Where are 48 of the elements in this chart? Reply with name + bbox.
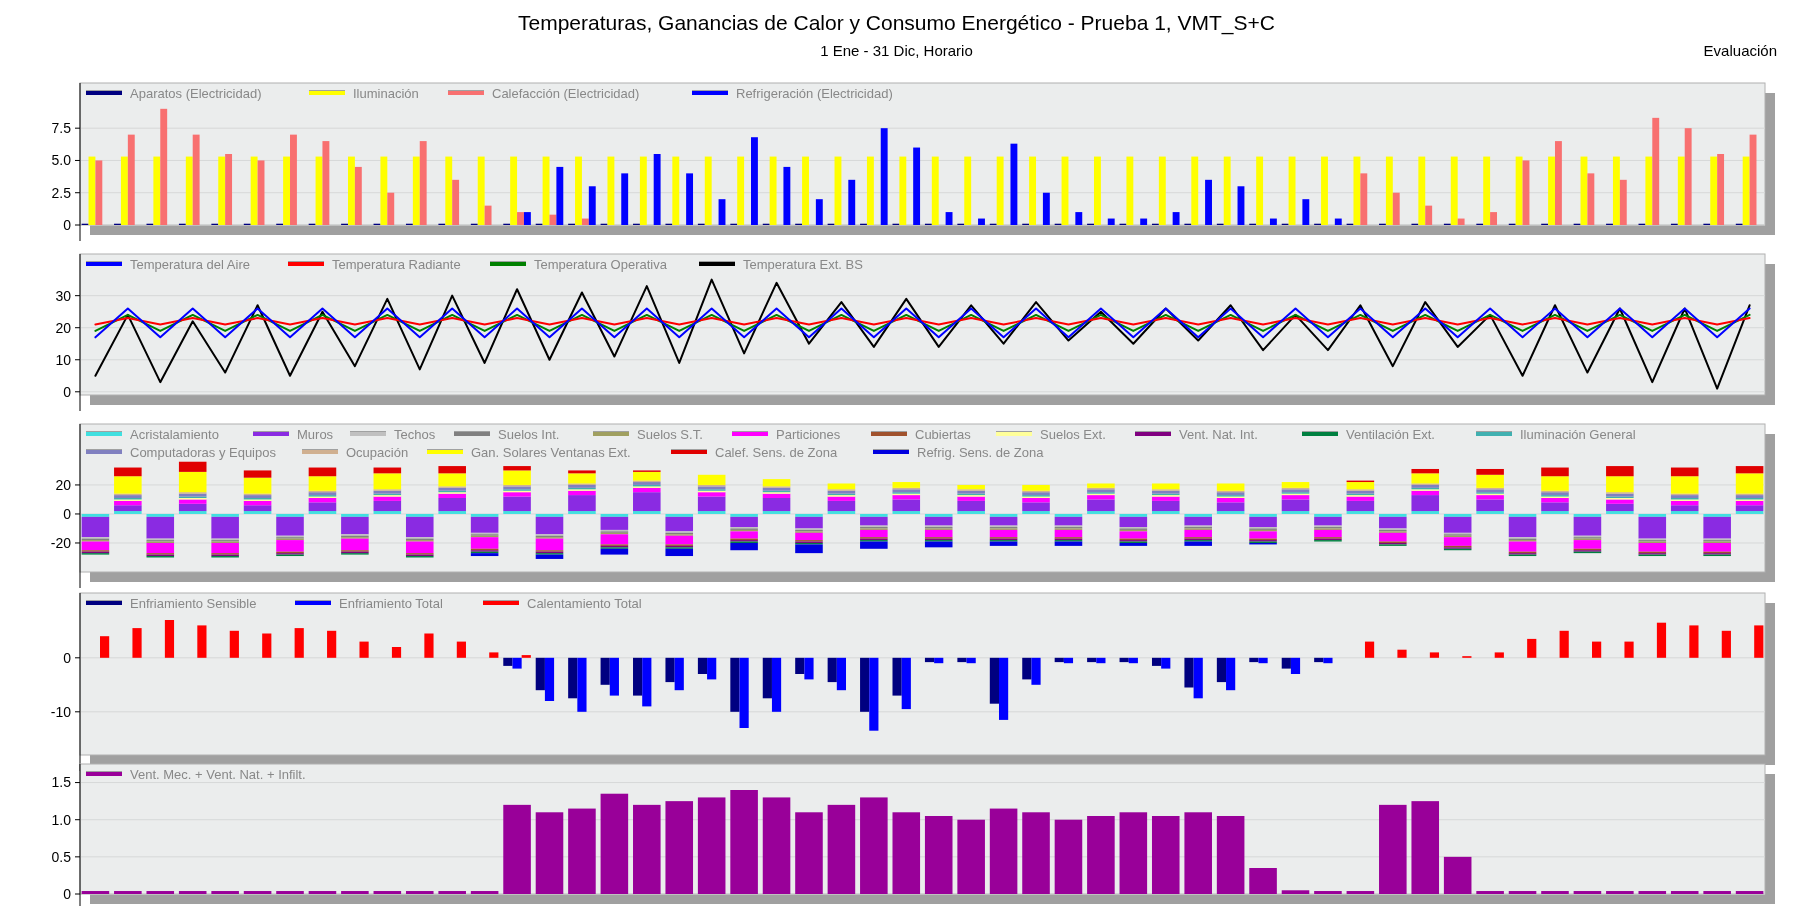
y-tick-label: 2.5: [51, 184, 72, 201]
legend-label: Computadoras y Equipos: [130, 444, 277, 460]
legend-label: Gan. Solares Ventanas Ext.: [471, 444, 631, 460]
legend-label: Suelos Ext.: [1040, 426, 1106, 442]
y-tick-label: 0: [63, 885, 72, 902]
text: Evaluación: [1703, 42, 1777, 59]
chart-title: Temperaturas, Ganancias de Calor y Consumo Energético - Prueba 1, VMT_S+C: [518, 11, 1275, 35]
y-tick-label: 1.0: [51, 811, 72, 828]
y-tick-label: 1.5: [51, 774, 72, 791]
legend-label: Iluminación General: [1520, 426, 1636, 442]
y-tick-label: 20: [55, 319, 72, 336]
legend-label: Ventilación Ext.: [1346, 426, 1435, 442]
legend-label: Temperatura Radiante: [332, 256, 461, 272]
legend-label: Iluminación: [353, 85, 419, 101]
legend-label: Aparatos (Electricidad): [130, 85, 262, 101]
y-tick-label: 5.0: [51, 152, 72, 169]
legend-label: Particiones: [776, 426, 841, 442]
legend-label: Acristalamiento: [130, 426, 219, 442]
y-tick-label: -10: [50, 703, 72, 720]
y-tick-label: 0: [63, 216, 72, 233]
legend-label: Vent. Mec. + Vent. Nat. + Infilt.: [130, 766, 306, 782]
legend-label: Suelos S.T.: [637, 426, 703, 442]
legend-label: Enfriamiento Total: [339, 595, 443, 611]
y-tick-label: 0: [63, 649, 72, 666]
legend-label: Refrigeración (Electricidad): [736, 85, 893, 101]
legend-label: Temperatura del Aire: [130, 256, 250, 272]
legend-label: Temperatura Operativa: [534, 256, 668, 272]
legend-label: Muros: [297, 426, 334, 442]
legend-label: Ocupación: [346, 444, 409, 460]
y-tick-label: 0: [63, 505, 72, 522]
legend-label: Enfriamiento Sensible: [130, 595, 257, 611]
chart-subtitle: 1 Ene - 31 Dic, Horario: [820, 42, 973, 59]
y-tick-label: 10: [55, 351, 72, 368]
y-tick-label: 7.5: [51, 120, 72, 137]
legend-label: Temperatura Ext. BS: [743, 256, 864, 272]
legend-label: Techos: [394, 426, 436, 442]
legend-label: Calef. Sens. de Zona: [715, 444, 838, 460]
legend-label: Calefacción (Electricidad): [492, 85, 640, 101]
legend-label: Suelos Int.: [498, 426, 560, 442]
legend-label: Calentamiento Total: [527, 595, 642, 611]
y-tick-label: 0: [63, 383, 72, 400]
y-tick-label: 20: [55, 476, 72, 493]
y-tick-label: 0.5: [51, 848, 72, 865]
legend-label: Cubiertas: [915, 426, 972, 442]
y-tick-label: -20: [50, 534, 72, 551]
legend-label: Refrig. Sens. de Zona: [917, 444, 1045, 460]
y-tick-label: 30: [55, 287, 72, 304]
legend-label: Vent. Nat. Int.: [1179, 426, 1258, 442]
